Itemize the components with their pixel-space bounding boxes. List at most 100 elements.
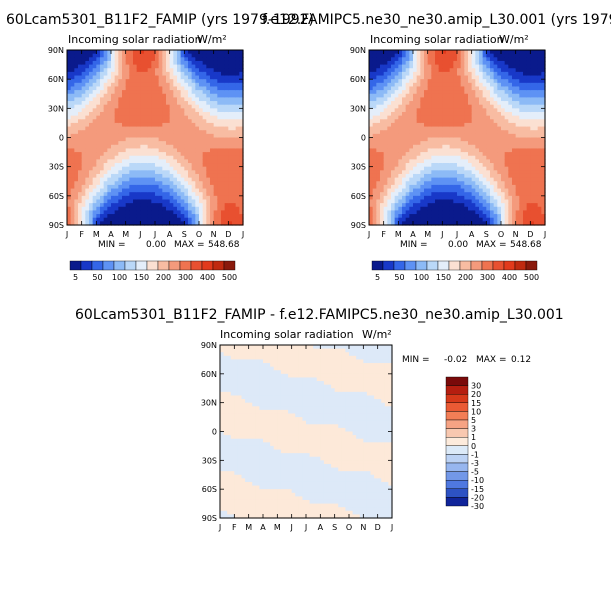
heatmap-cell [427, 82, 432, 88]
heatmap-cell [420, 111, 425, 117]
heatmap-cell [405, 133, 410, 139]
heatmap-cell [147, 104, 152, 109]
heatmap-cell [125, 159, 130, 164]
heatmap-cell [155, 203, 160, 208]
heatmap-cell [508, 148, 513, 153]
heatmap-cell [213, 144, 218, 150]
heatmap-cell [232, 210, 237, 215]
heatmap-cell [158, 195, 163, 201]
heatmap-cell [224, 53, 229, 58]
heatmap-cell [449, 57, 454, 62]
heatmap-cell [380, 122, 385, 128]
heatmap-cell [166, 68, 171, 73]
heatmap-cell [169, 97, 174, 102]
heatmap-cell [232, 90, 237, 95]
heatmap-cell [416, 144, 421, 150]
heatmap-cell [398, 203, 403, 208]
heatmap-cell [103, 53, 108, 58]
heatmap-cell [380, 137, 385, 142]
heatmap-cell [118, 60, 123, 66]
heatmap-cell [383, 57, 388, 62]
heatmap-cell [526, 75, 531, 80]
heatmap-cell [372, 203, 377, 208]
heatmap-cell [453, 195, 458, 201]
heatmap-cell [133, 122, 138, 128]
heatmap-cell [173, 210, 178, 215]
heatmap-cell [512, 155, 517, 160]
heatmap-cell [431, 71, 436, 77]
heatmap-cell [427, 60, 432, 66]
heatmap-cell [111, 133, 116, 139]
heatmap-cell [195, 111, 200, 117]
heatmap-cell [442, 90, 447, 95]
heatmap-cell [118, 214, 123, 219]
heatmap-cell [162, 68, 167, 73]
heatmap-cell [70, 163, 75, 168]
heatmap-cell [81, 217, 86, 222]
heatmap-cell [103, 221, 108, 226]
heatmap-cell [103, 159, 108, 164]
x-tick-label: O [196, 230, 202, 239]
heatmap-cell [405, 144, 410, 150]
heatmap-cell [501, 97, 506, 102]
heatmap-cell [460, 75, 465, 80]
heatmap-cell [111, 137, 116, 142]
heatmap-cell [180, 166, 185, 171]
heatmap-cell [534, 133, 539, 139]
heatmap-cell [383, 141, 388, 146]
heatmap-cell [220, 435, 225, 440]
heatmap-cell [453, 104, 458, 109]
heatmap-cell [239, 170, 244, 175]
x-tick-label: N [513, 230, 519, 239]
heatmap-cell [118, 170, 123, 175]
heatmap-cell [464, 210, 469, 215]
heatmap-cell [380, 50, 385, 55]
heatmap-cell [184, 71, 189, 77]
heatmap-cell [223, 417, 228, 422]
heatmap-cell [530, 152, 535, 157]
heatmap-cell [413, 177, 418, 182]
heatmap-cell [376, 141, 381, 146]
heatmap-cell [100, 115, 105, 120]
heatmap-cell [449, 177, 454, 182]
heatmap-cell [78, 217, 83, 222]
heatmap-cell [144, 184, 149, 190]
heatmap-cell [188, 130, 193, 135]
heatmap-cell [232, 188, 237, 193]
heatmap-cell [220, 352, 225, 357]
heatmap-cell [409, 163, 414, 168]
x-tick-label: J [367, 230, 370, 239]
heatmap-cell [508, 170, 513, 175]
heatmap-cell [162, 203, 167, 208]
heatmap-cell [504, 126, 509, 131]
heatmap-cell [220, 402, 225, 407]
heatmap-cell [239, 214, 244, 219]
heatmap-cell [394, 214, 399, 219]
heatmap-cell [114, 60, 119, 66]
heatmap-cell [147, 90, 152, 95]
heatmap-cell [180, 108, 185, 113]
heatmap-cell [118, 137, 123, 142]
heatmap-cell [224, 93, 229, 98]
heatmap-cell [508, 195, 513, 201]
heatmap-cell [530, 163, 535, 168]
heatmap-cell [221, 148, 226, 153]
heatmap-cell [228, 64, 233, 69]
heatmap-cell [173, 152, 178, 157]
heatmap-cell [220, 507, 225, 512]
heatmap-cell [372, 199, 377, 204]
heatmap-cell [490, 170, 495, 175]
heatmap-cell [221, 159, 226, 164]
heatmap-cell [464, 177, 469, 182]
heatmap-cell [442, 130, 447, 135]
heatmap-cell [515, 173, 520, 179]
heatmap-cell [107, 122, 112, 128]
heatmap-cell [486, 104, 491, 109]
heatmap-cell [446, 104, 451, 109]
heatmap-cell [534, 101, 539, 106]
heatmap-cell [482, 75, 487, 80]
colorbar-swatch [525, 260, 538, 271]
heatmap-cell [424, 173, 429, 179]
heatmap-cell [133, 203, 138, 208]
heatmap-cell [213, 221, 218, 226]
